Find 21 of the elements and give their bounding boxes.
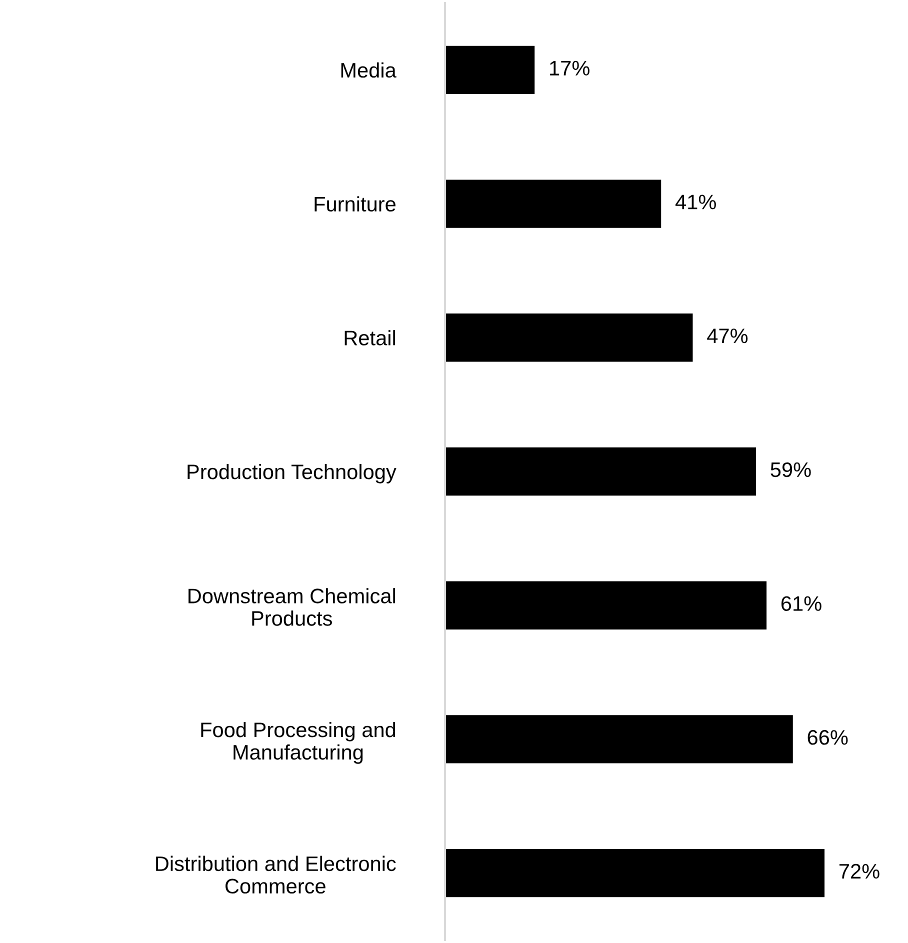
data-label: 66%	[808, 730, 848, 745]
bar	[445, 581, 767, 630]
y-tick-label: Media	[341, 62, 396, 78]
data-label: 47%	[707, 328, 748, 344]
bar	[445, 314, 693, 362]
bar	[445, 848, 825, 898]
y-tick-label: Downstream Chemical Products	[188, 588, 396, 626]
bar	[445, 46, 535, 94]
data-label: 59%	[770, 462, 811, 478]
data-label: 72%	[839, 864, 880, 879]
y-tick-label: Retail	[344, 330, 395, 346]
y-tick-label: Distribution and Electronic Commerce	[156, 856, 396, 894]
bar	[445, 180, 662, 228]
data-label: 41%	[675, 194, 716, 210]
data-label: 17%	[550, 60, 590, 76]
bar	[445, 715, 793, 764]
y-tick-label: Food Processing and Manufacturing	[201, 722, 396, 764]
y-tick-label: Furniture	[314, 196, 396, 212]
data-label: 61%	[781, 596, 822, 611]
bar	[445, 447, 756, 496]
y-tick-label: Production Technology	[188, 464, 396, 484]
